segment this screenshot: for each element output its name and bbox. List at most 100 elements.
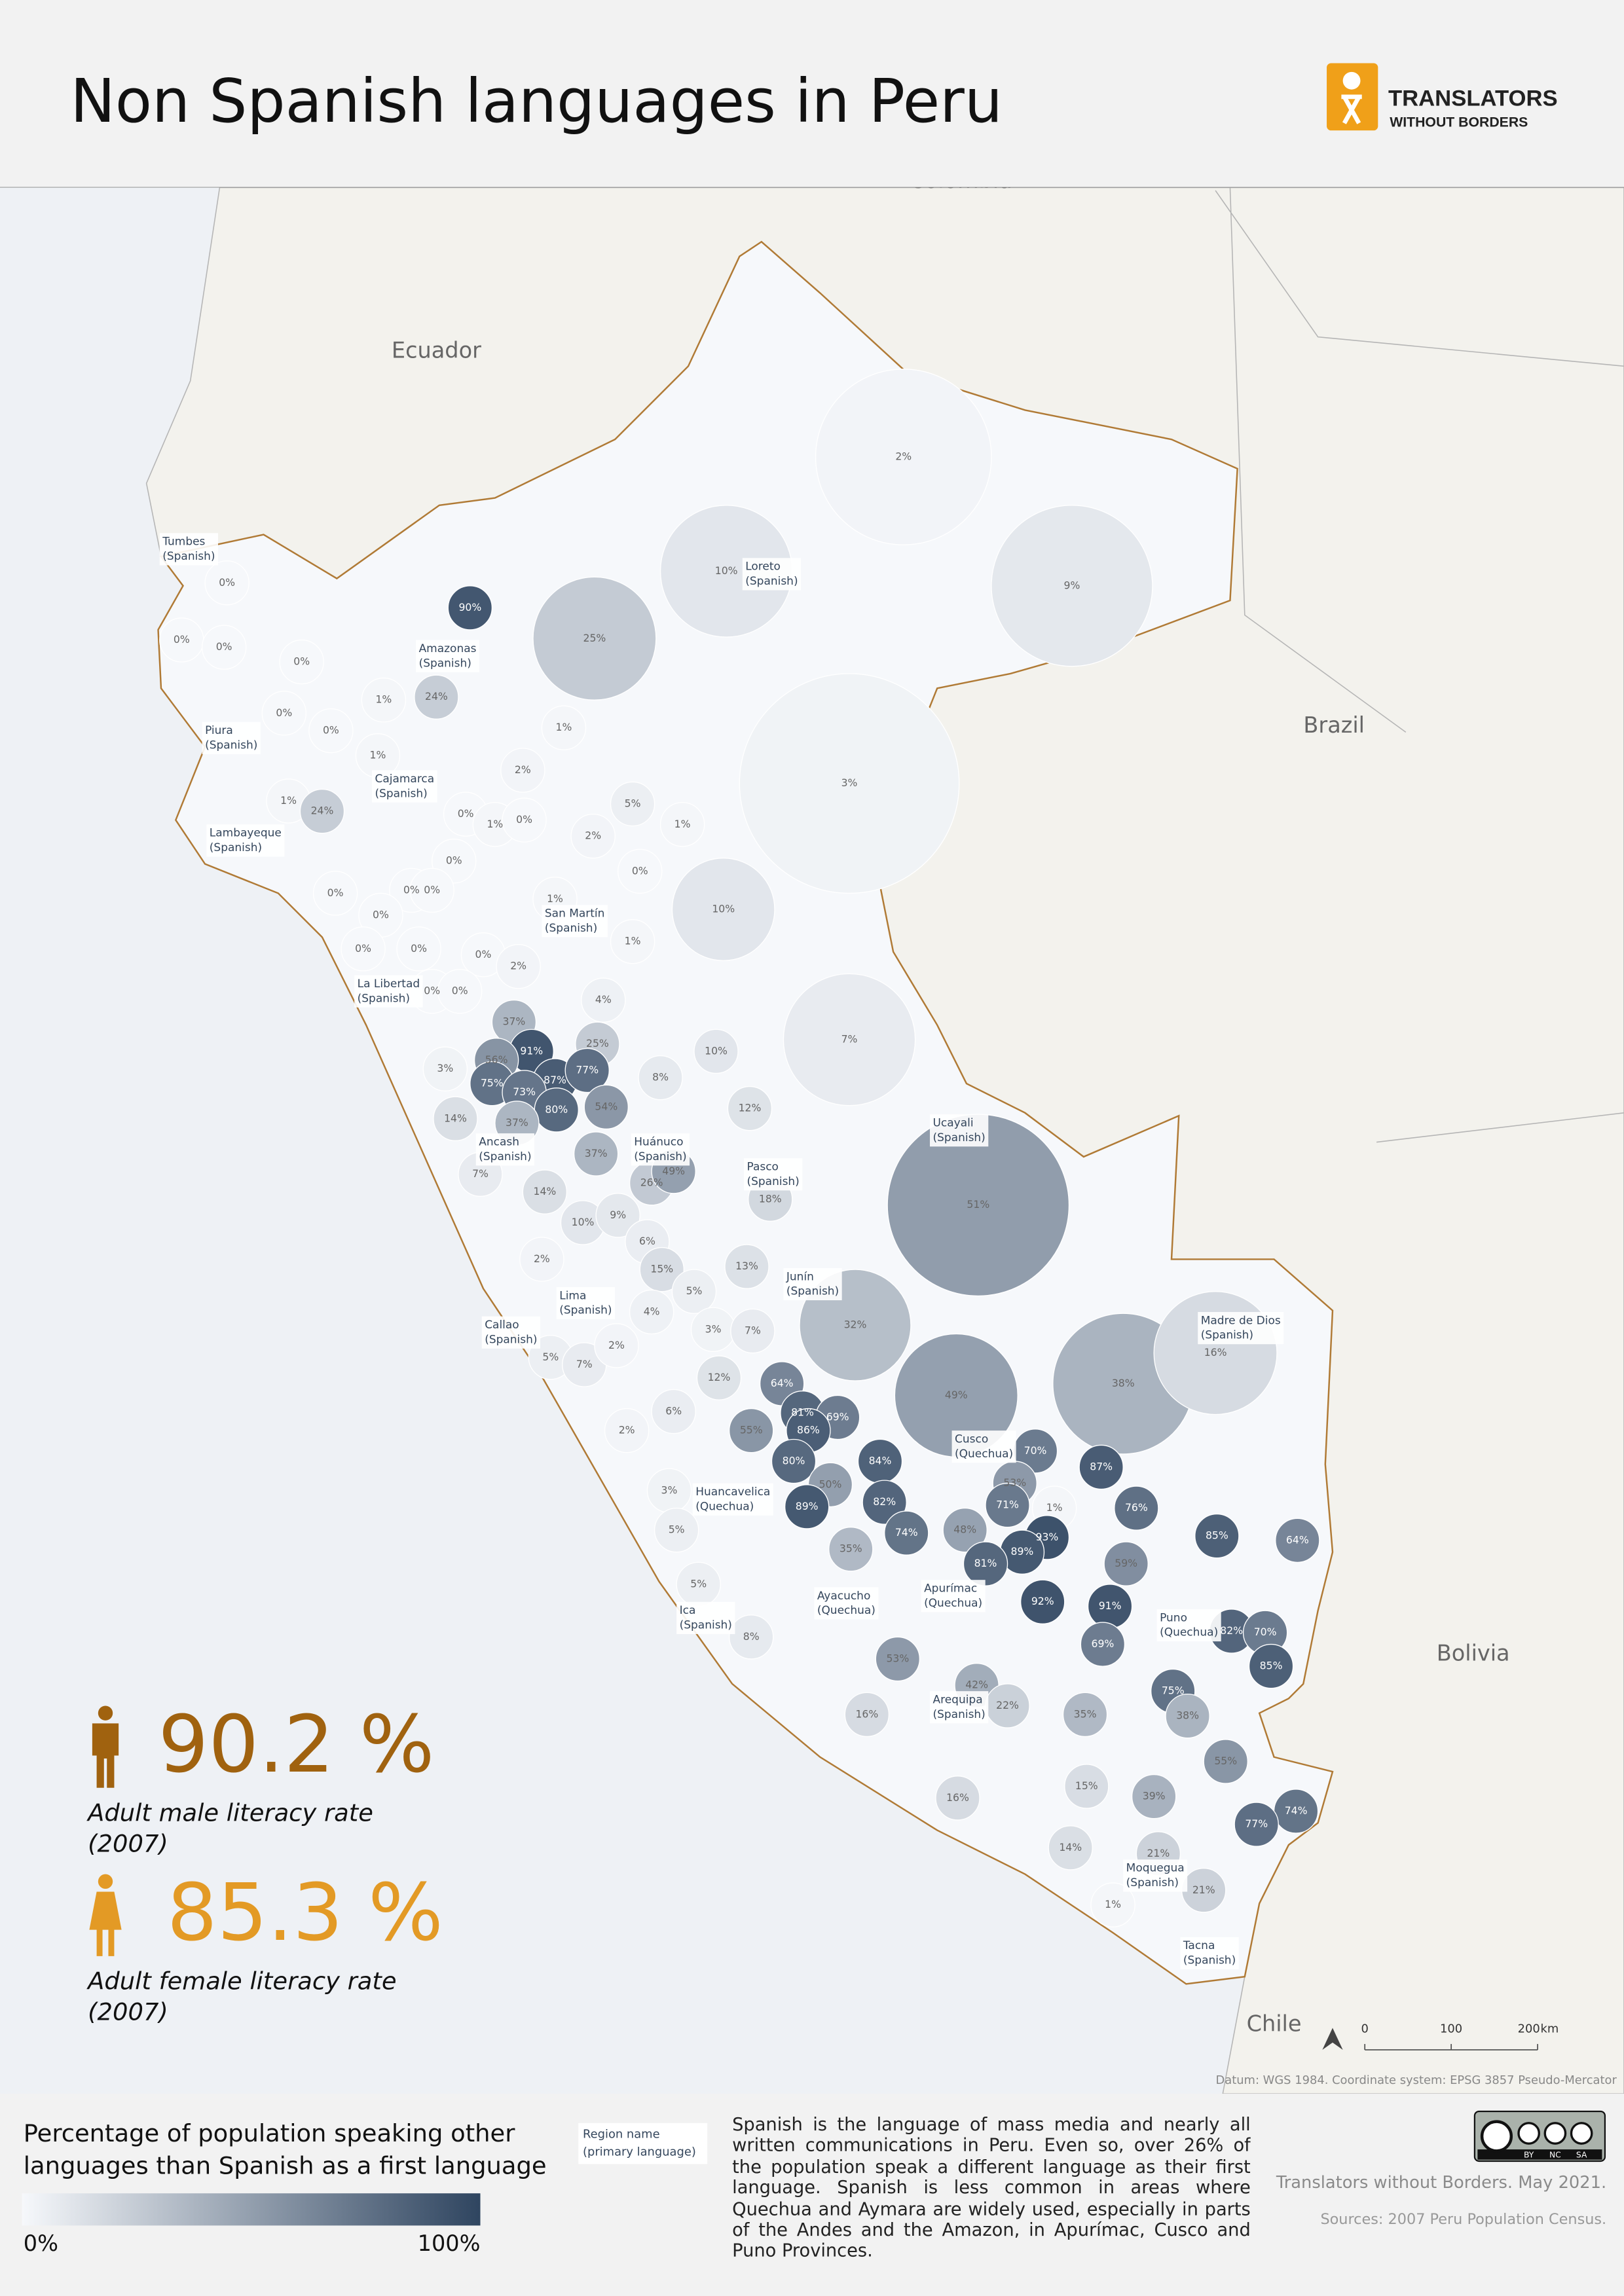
- region-name: Apurímac: [924, 1582, 977, 1595]
- province-value: 25%: [583, 632, 606, 644]
- region-box: [814, 1587, 879, 1620]
- legend-min: 0%: [24, 2231, 58, 2256]
- region-name: Lima: [559, 1289, 586, 1302]
- description-box: Spanish is the language of mass media an…: [732, 2114, 1251, 2262]
- province: [422, 1046, 468, 1091]
- region-language: (Spanish): [1201, 1329, 1253, 1342]
- province-value: 9%: [1064, 579, 1080, 591]
- province-value: 25%: [586, 1037, 609, 1049]
- title: Non Spanish languages in Peru: [70, 66, 1003, 136]
- description: Spanish is the language of mass media an…: [732, 2114, 1251, 2262]
- province-value: 56%: [485, 1053, 508, 1066]
- region-label: Apurímac (Quechua): [921, 1580, 986, 1613]
- province: [671, 858, 775, 961]
- icon-body: [92, 1723, 119, 1788]
- province: [396, 926, 441, 972]
- province-value: 0%: [293, 655, 310, 668]
- region-box: [930, 1114, 989, 1147]
- province-value: 21%: [1147, 1847, 1170, 1859]
- icon-body: [89, 1891, 122, 1956]
- region-label: San Martín (Spanish): [542, 905, 608, 938]
- legend-title: languages than Spanish as a first langua…: [24, 2151, 547, 2179]
- province-value: 91%: [520, 1044, 543, 1057]
- province-value: 77%: [1245, 1817, 1268, 1830]
- province-value: 24%: [425, 690, 448, 702]
- region-name: Arequipa: [932, 1694, 982, 1707]
- province: [784, 1484, 830, 1529]
- country-label: Ecuador: [392, 337, 481, 363]
- province: [1103, 1541, 1149, 1586]
- province: [279, 639, 324, 685]
- province-value: 38%: [1176, 1709, 1199, 1722]
- province-value: 0%: [355, 942, 371, 955]
- province: [639, 1247, 684, 1292]
- province-value: 85%: [1260, 1660, 1283, 1672]
- province-value: 3%: [661, 1484, 678, 1496]
- region-language: (Quechua): [1160, 1626, 1218, 1639]
- province: [942, 1507, 987, 1553]
- province-value: 82%: [873, 1495, 896, 1508]
- province: [532, 576, 657, 701]
- country-label: Brazil: [1303, 712, 1365, 738]
- province-value: 21%: [1192, 1884, 1215, 1896]
- license-badge: BY NC SA: [1473, 2110, 1606, 2162]
- province-value: 14%: [444, 1112, 467, 1124]
- region-label: Arequipa(Spanish): [930, 1691, 989, 1724]
- province-value: 1%: [1046, 1501, 1063, 1514]
- province-value: 51%: [967, 1198, 989, 1211]
- region-label: Piura (Spanish): [202, 721, 261, 754]
- province: [659, 802, 705, 847]
- province-value: 1%: [674, 818, 691, 830]
- province-value: 10%: [715, 564, 738, 577]
- region-box: [475, 1133, 535, 1166]
- region-name: Moquegua: [1126, 1862, 1185, 1875]
- region-box: [354, 975, 423, 1008]
- legend-key-box: [578, 2123, 708, 2164]
- province: [1064, 1764, 1109, 1809]
- province: [361, 677, 407, 723]
- region-name: Junín: [786, 1270, 814, 1283]
- province: [1062, 1692, 1108, 1738]
- province-value: 15%: [1075, 1779, 1098, 1792]
- province: [815, 369, 992, 545]
- region-label: Ica (Spanish): [676, 1601, 735, 1634]
- province-value: 0%: [373, 908, 389, 920]
- province-value: 49%: [945, 1389, 968, 1401]
- datum: Datum: WGS 1984. Coordinate system: EPSG…: [1215, 2073, 1617, 2087]
- icon-head: [98, 1874, 113, 1889]
- province: [610, 781, 655, 827]
- province-value: 2%: [515, 763, 531, 776]
- province-value: 0%: [276, 706, 292, 719]
- legend-bar: [22, 2193, 481, 2226]
- region-language: (Spanish): [634, 1150, 686, 1163]
- province-value: 85%: [1206, 1529, 1228, 1542]
- stat-value: 90.2 %: [158, 1699, 435, 1791]
- license-label: NC: [1549, 2151, 1561, 2160]
- province-value: 7%: [841, 1033, 858, 1046]
- province-labels: 90% 25% 24% 2% 10% 9% 3% 0% 0% 0% 0% 0% 0% 1% 1% 2% 1% 1%…: [174, 450, 1309, 1910]
- province-value: 5%: [686, 1285, 703, 1297]
- region-language: (Spanish): [205, 739, 257, 752]
- province-value: 8%: [743, 1630, 760, 1643]
- province-value: 84%: [869, 1455, 892, 1467]
- province: [651, 1389, 696, 1434]
- province-value: 1%: [370, 749, 386, 761]
- map: 90% 25% 24% 2% 10% 9% 3% 0% 0% 0% 0% 0% 0% 1% 1% 2% 1% 1%…: [0, 187, 1624, 2094]
- region-name: Tumbes: [162, 536, 205, 549]
- region-language: (Spanish): [375, 787, 427, 800]
- region-language: (Spanish): [1126, 1876, 1179, 1889]
- region-label: Tacna (Spanish): [1180, 1937, 1239, 1970]
- region-box: [159, 533, 219, 566]
- province-value: 59%: [1115, 1557, 1137, 1569]
- country-labels: Colombia Ecuador Brazil Bolivia Chile: [392, 188, 1510, 2037]
- region-box: [1180, 1937, 1239, 1970]
- region-box: [1123, 1859, 1188, 1892]
- region-box: [744, 1158, 803, 1191]
- province-value: 53%: [886, 1652, 909, 1664]
- province: [604, 1408, 650, 1453]
- province: [1248, 1643, 1294, 1689]
- region-language: (Spanish): [786, 1285, 839, 1298]
- province-value: 73%: [513, 1085, 536, 1098]
- province-value: 0%: [327, 886, 344, 899]
